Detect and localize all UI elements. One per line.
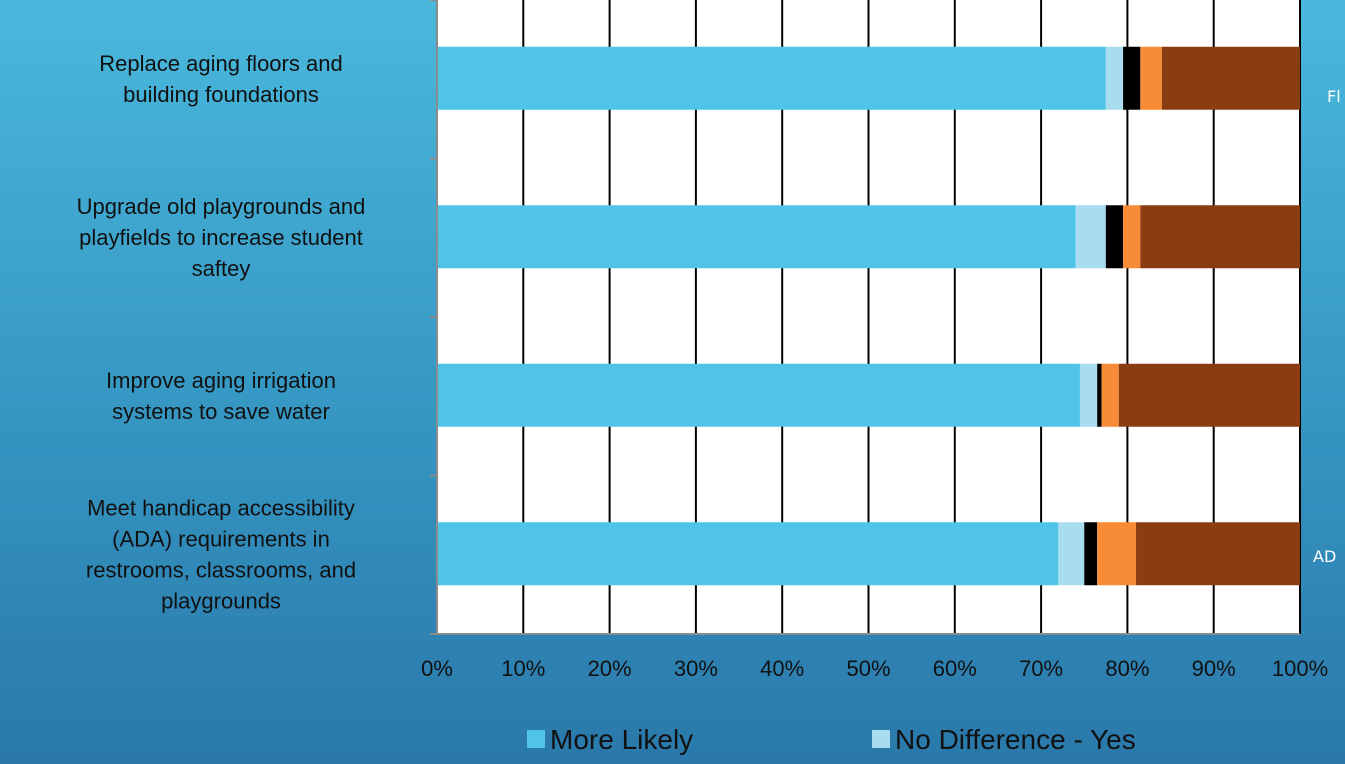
bar-segment <box>1058 522 1085 586</box>
category-label: Meet handicap accessibility (ADA) require… <box>86 495 356 613</box>
category-label: Replace aging floors and building foundat… <box>99 51 342 107</box>
bar-segment <box>1097 522 1137 586</box>
bar-segment <box>1140 46 1162 110</box>
bar-segment <box>1140 205 1300 269</box>
x-tick-label: 10% <box>501 656 545 681</box>
legend: More Likely No Difference - Yes <box>527 724 1136 755</box>
x-tick-label: 50% <box>846 656 890 681</box>
bar-segment <box>1105 205 1124 269</box>
side-label-bottom: AD <box>1313 547 1336 566</box>
bar-segment <box>437 46 1106 110</box>
axes <box>430 0 1300 635</box>
x-tick-label: 90% <box>1192 656 1236 681</box>
bar-segment <box>1105 46 1124 110</box>
bar-segment <box>1161 46 1300 110</box>
bars <box>437 46 1300 586</box>
category-label: Upgrade old playgrounds and playfields to… <box>77 194 366 281</box>
legend-swatch <box>872 730 890 748</box>
legend-label: More Likely <box>550 724 693 755</box>
bar-segment <box>437 522 1059 586</box>
side-label-top: Fl <box>1327 87 1341 106</box>
category-label: Improve aging irrigation systems to save … <box>106 368 336 424</box>
x-tick-label: 30% <box>674 656 718 681</box>
x-tick-label: 20% <box>588 656 632 681</box>
bar-segment <box>1075 205 1106 269</box>
x-tick-label: 70% <box>1019 656 1063 681</box>
bar-segment <box>437 363 1080 427</box>
x-tick-labels: 0% 10% 20% 30% 40% 50% 60% 70% 80% 90% 100% <box>421 656 1328 681</box>
legend-swatch <box>527 730 545 748</box>
bar-segment <box>1136 522 1300 586</box>
bar-segment <box>1101 363 1119 427</box>
bar-segment <box>1123 205 1141 269</box>
x-tick-label: 100% <box>1272 656 1328 681</box>
x-tick-label: 60% <box>933 656 977 681</box>
bar-segment <box>1123 46 1141 110</box>
bar-segment <box>1084 522 1098 586</box>
bar-segment <box>1079 363 1098 427</box>
category-labels: Replace aging floors and building foundat… <box>77 51 366 614</box>
x-tick-label: 80% <box>1105 656 1149 681</box>
legend-label: No Difference - Yes <box>895 724 1136 755</box>
x-tick-label: 40% <box>760 656 804 681</box>
bar-segment <box>437 205 1076 269</box>
x-tick-label: 0% <box>421 656 453 681</box>
bar-segment <box>1097 363 1102 427</box>
bar-segment <box>1118 363 1300 427</box>
